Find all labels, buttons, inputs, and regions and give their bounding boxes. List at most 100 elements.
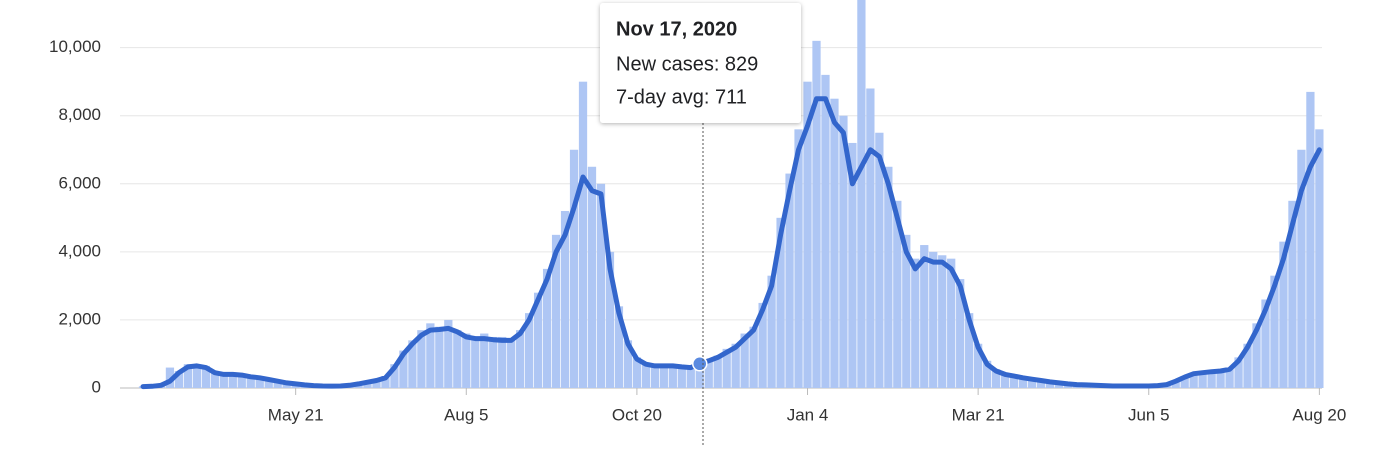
bar — [525, 313, 534, 388]
bar — [1207, 370, 1216, 388]
bar — [991, 369, 1001, 388]
bar — [1018, 377, 1028, 388]
bar — [1243, 343, 1252, 388]
x-tick-label: May 21 — [268, 405, 324, 424]
y-tick-label: 8,000 — [58, 105, 101, 124]
bar — [399, 350, 408, 388]
bar — [812, 40, 821, 389]
avg-line — [140, 96, 1322, 390]
bar — [982, 360, 992, 388]
bar — [480, 333, 489, 388]
bar — [839, 115, 848, 388]
bar — [695, 359, 704, 388]
hover-dot — [692, 356, 708, 372]
bar — [408, 340, 417, 388]
bar — [938, 255, 947, 388]
bar — [677, 365, 686, 388]
bar — [1216, 369, 1225, 388]
bar — [596, 183, 606, 388]
bar — [390, 364, 399, 388]
bar — [902, 234, 911, 388]
bar — [1189, 372, 1198, 388]
bar — [381, 376, 390, 388]
bar — [749, 326, 758, 388]
bar — [417, 330, 426, 388]
tooltip: Nov 17, 2020 New cases: 829 7-day avg: 7… — [600, 3, 801, 445]
bar — [462, 333, 471, 388]
bar — [1270, 275, 1279, 388]
bar — [623, 340, 633, 388]
bar — [659, 364, 668, 388]
tooltip-row: 7-day avg: 711 — [616, 86, 747, 108]
x-tick-label: Mar 21 — [952, 405, 1005, 424]
bar — [614, 306, 624, 388]
bar — [776, 217, 785, 388]
bar — [201, 365, 210, 388]
bar — [569, 149, 579, 388]
bar — [228, 373, 237, 388]
bars — [138, 0, 1324, 389]
tooltip-row: New cases: 829 — [616, 53, 758, 75]
bar — [1225, 367, 1234, 388]
bar — [650, 364, 659, 388]
bar — [632, 357, 642, 388]
bar — [1288, 200, 1297, 388]
bar — [731, 343, 740, 388]
bar — [210, 370, 219, 388]
bar — [1000, 373, 1010, 388]
x-tick-label: Jun 5 — [1128, 405, 1170, 424]
tooltip-box — [600, 3, 801, 123]
bar — [803, 81, 812, 389]
bar — [821, 74, 830, 388]
bar — [1234, 357, 1243, 388]
y-tick-label: 0 — [92, 377, 101, 396]
bar — [911, 258, 920, 388]
bar — [183, 364, 193, 388]
bar — [237, 374, 246, 388]
bar — [507, 338, 516, 388]
bar — [489, 336, 498, 388]
bar — [174, 370, 184, 388]
bar — [219, 373, 228, 388]
bar — [1261, 299, 1270, 388]
y-tick-label: 4,000 — [58, 241, 101, 260]
bar — [1171, 380, 1180, 388]
bar — [560, 211, 570, 388]
y-tick-label: 10,000 — [49, 37, 101, 56]
bar — [516, 330, 525, 388]
bar — [1315, 129, 1324, 389]
bar — [255, 377, 264, 388]
bar — [875, 132, 884, 388]
bar — [426, 323, 435, 388]
bar — [533, 292, 543, 388]
bar — [587, 166, 597, 388]
bar — [1297, 149, 1306, 388]
bar — [372, 379, 381, 388]
bar — [866, 88, 875, 389]
x-tick-label: Jan 4 — [787, 405, 829, 424]
bar — [713, 355, 722, 388]
bar — [1045, 381, 1055, 388]
bar — [884, 166, 893, 388]
bar — [498, 336, 507, 388]
bar — [605, 251, 615, 388]
y-tick-label: 2,000 — [58, 309, 101, 328]
bar — [453, 330, 462, 388]
bar — [542, 268, 552, 388]
bar — [794, 129, 803, 389]
bar — [246, 376, 255, 388]
bar — [965, 313, 974, 388]
bar — [857, 0, 866, 388]
bar — [1306, 91, 1315, 388]
bar — [974, 343, 983, 388]
bar — [929, 251, 938, 388]
bar — [264, 378, 273, 388]
bar — [686, 366, 695, 388]
bar — [767, 275, 776, 388]
bar — [947, 258, 956, 388]
tooltip-title: Nov 17, 2020 — [616, 18, 737, 40]
bar — [551, 234, 561, 388]
bar — [1027, 378, 1037, 388]
bar — [1180, 376, 1189, 388]
